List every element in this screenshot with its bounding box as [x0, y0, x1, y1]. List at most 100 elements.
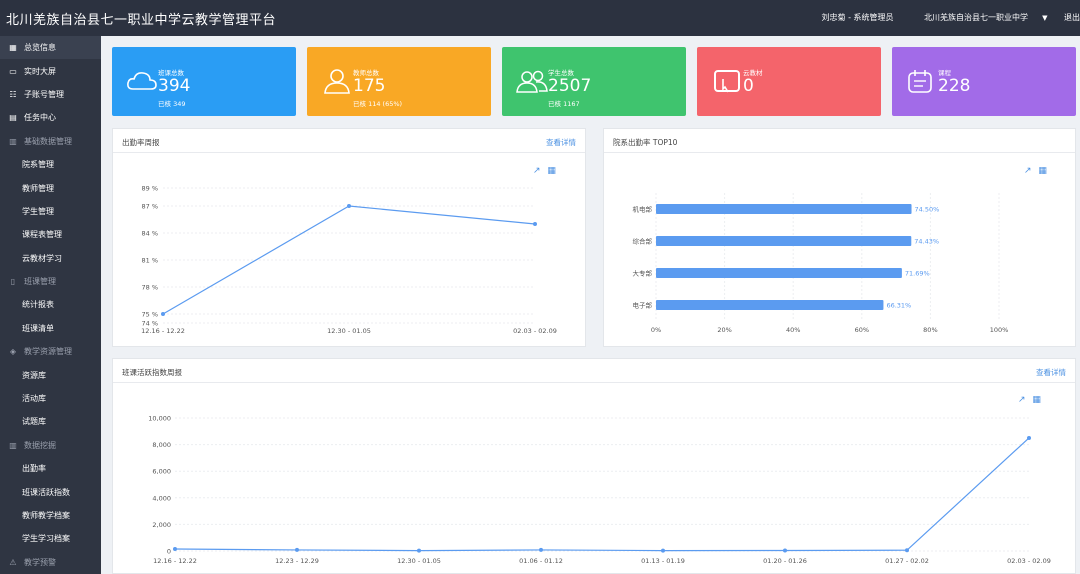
y-tick-label: 89 % — [141, 185, 158, 193]
data-point — [295, 547, 299, 552]
sidebar-item[interactable]: ▥ 数据挖掘 — [0, 434, 101, 457]
sidebar-item[interactable]: ▦ 总览信息 — [0, 36, 101, 60]
sidebar-item[interactable]: 统计报表 — [0, 293, 101, 316]
sidebar-item[interactable]: ▥ 基础数据管理 — [0, 130, 101, 153]
y-tick-label: 87 % — [141, 203, 158, 211]
data-point — [905, 548, 909, 553]
attendance-panel: 出勤率周报 查看详情 ↗ ▦ 74 % 75 % 78 % 81 % 84 % 87 % 8… — [112, 128, 586, 347]
line-chart-icon[interactable]: ↗ — [1018, 395, 1026, 405]
sidebar-item[interactable]: 学生学习档案 — [0, 527, 101, 550]
top10-panel-title: 院系出勤率 TOP10 — [613, 138, 678, 147]
attendance-detail-link[interactable]: 查看详情 — [546, 138, 576, 147]
activity-detail-link[interactable]: 查看详情 — [1036, 368, 1066, 377]
sidebar-item-label: 资源库 — [22, 370, 46, 380]
sidebar-item[interactable]: 班课清单 — [0, 317, 101, 340]
monitor-icon: ▭ — [9, 66, 17, 76]
x-tick-label: 12.30 - 01.05 — [397, 557, 441, 565]
y-tick-label: 2,000 — [152, 521, 171, 529]
logout-link[interactable]: 退出 — [1064, 13, 1080, 22]
sidebar-item[interactable]: ▤ 任务中心 — [0, 106, 101, 129]
sidebar-item[interactable]: 班课活跃指数 — [0, 480, 101, 503]
x-tick-label: 0% — [651, 326, 661, 334]
stat-card[interactable]: 云教材 0 — [697, 47, 881, 116]
stat-label: 课程 — [938, 69, 951, 77]
chart-tools: ↗ ▦ — [1018, 395, 1041, 405]
x-tick-label: 02.03 - 02.09 — [513, 327, 557, 335]
top-bar: 北川羌族自治县七一职业中学云教学管理平台 刘忠菊 - 系统管理员 北川羌族自治县… — [0, 0, 1080, 36]
column-chart-icon: ▥ — [9, 440, 17, 450]
sidebar-item[interactable]: ⚠ 教学预警 — [0, 551, 101, 574]
school-name: 北川羌族自治县七一职业中学 — [924, 13, 1029, 22]
stat-sub: 已核 1167 — [548, 100, 580, 108]
stat-value: 394 — [158, 76, 191, 96]
data-point — [173, 547, 177, 552]
data-view-icon[interactable]: ▦ — [1038, 166, 1047, 176]
grid-icon: ▦ — [9, 43, 17, 53]
sidebar-item-label: 学生学习档案 — [22, 534, 70, 544]
sidebar-item-label: 院系管理 — [22, 160, 54, 170]
category-label: 电子部 — [633, 301, 653, 310]
stat-label: 云教材 — [743, 69, 763, 77]
sidebar-item[interactable]: 院系管理 — [0, 153, 101, 176]
attendance-chart: 74 %75 % 78 % 81 % 84 % 87 % 89 % 12.16 - 12.2… — [141, 185, 557, 336]
sidebar-item[interactable]: 教师教学档案 — [0, 504, 101, 527]
x-tick-label: 60% — [855, 326, 869, 334]
stat-card[interactable]: 课程 228 — [892, 47, 1076, 116]
sidebar-item-label: 班课管理 — [24, 277, 56, 287]
sidebar-item-label: 数据挖掘 — [24, 440, 56, 450]
activity-panel: 班课活跃指数周报 查看详情 ↗ ▦ 0 2,000 4,000 6,000 8,000 1… — [112, 358, 1076, 574]
sidebar-item[interactable]: 教师管理 — [0, 176, 101, 199]
warning-icon: ⚠ — [9, 557, 17, 567]
data-point — [347, 204, 351, 208]
activity-panel-header: 班课活跃指数周报 查看详情 — [113, 359, 1075, 383]
data-point — [161, 312, 165, 316]
teacher-icon — [324, 69, 350, 94]
sidebar-item-label: 教师管理 — [22, 183, 54, 193]
sidebar-item[interactable]: 学生管理 — [0, 200, 101, 223]
school-selector[interactable]: 北川羌族自治县七一职业中学 ▼ — [910, 12, 1047, 23]
sidebar-item[interactable]: 云教材学习 — [0, 247, 101, 270]
data-view-icon[interactable]: ▦ — [1032, 395, 1041, 405]
bar — [656, 300, 884, 310]
sidebar-item[interactable]: 活动库 — [0, 387, 101, 410]
stat-card[interactable]: 班课总数 394 已核 349 — [112, 47, 296, 116]
sidebar-item[interactable]: ▭ 实时大屏 — [0, 59, 101, 82]
chart-tools: ↗ ▦ — [1024, 166, 1047, 176]
category-label: 机电部 — [633, 205, 653, 214]
stat-label: 教师总数 — [353, 69, 379, 77]
stat-label: 班课总数 — [158, 69, 184, 77]
y-tick-label: 8,000 — [152, 441, 171, 449]
sidebar-item[interactable]: 试题库 — [0, 410, 101, 433]
x-tick-label: 01.06 - 01.12 — [519, 557, 563, 565]
sidebar-item[interactable]: 资源库 — [0, 363, 101, 386]
sidebar-item-label: 教师教学档案 — [22, 511, 70, 520]
sidebar-item-label: 班课活跃指数 — [22, 487, 70, 497]
category-label: 综合部 — [633, 237, 653, 246]
y-tick-label: 75 % — [141, 311, 158, 319]
sidebar-item-label: 基础数据管理 — [24, 136, 72, 146]
sidebar: ▦ 总览信息 ▭ 实时大屏 ☷ 子账号管理 ▤ 任务中心 ▥ 基础数据管理 院系管理 教师管理 学生管理… — [0, 36, 101, 574]
sidebar-item[interactable]: 出勤率 — [0, 457, 101, 480]
data-point — [661, 548, 665, 553]
user-name[interactable]: 刘忠菊 - 系统管理员 — [821, 13, 894, 22]
x-tick-label: 12.16 - 12.22 — [153, 557, 197, 565]
data-point — [417, 548, 421, 553]
x-tick-label: 01.13 - 01.19 — [641, 557, 685, 565]
data-view-icon[interactable]: ▦ — [547, 166, 556, 176]
x-tick-label: 12.16 - 12.22 — [141, 327, 185, 335]
y-tick-label: 81 % — [141, 257, 158, 265]
stat-card[interactable]: 学生总数 2507 已核 1167 — [502, 47, 686, 116]
sidebar-item[interactable]: 课程表管理 — [0, 223, 101, 246]
y-tick-label: 0 — [167, 548, 171, 556]
stat-card[interactable]: 教师总数 175 已核 114 (65%) — [307, 47, 491, 116]
bar-value-label: 66.31% — [886, 302, 911, 310]
sidebar-item[interactable]: ◈ 教学资源管理 — [0, 340, 101, 363]
bar-chart-icon[interactable]: ↗ — [1024, 166, 1032, 176]
sidebar-item[interactable]: ▯ 班课管理 — [0, 270, 101, 293]
sidebar-item-label: 云教材学习 — [22, 253, 62, 263]
user-area: 刘忠菊 - 系统管理员 北川羌族自治县七一职业中学 ▼ 退出 — [808, 12, 1080, 23]
sidebar-item-label: 统计报表 — [22, 300, 54, 310]
y-tick-label: 84 % — [141, 230, 158, 238]
line-chart-icon[interactable]: ↗ — [533, 166, 541, 176]
sidebar-item[interactable]: ☷ 子账号管理 — [0, 83, 101, 106]
